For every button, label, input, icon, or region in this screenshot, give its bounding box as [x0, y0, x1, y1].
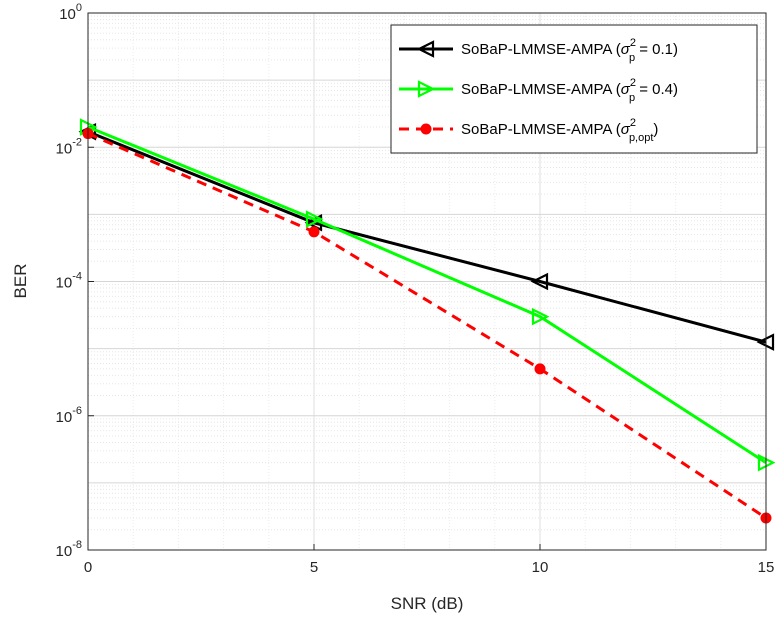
y-tick-label: 100 [59, 2, 82, 23]
legend-prefix: SoBaP-LMMSE-AMPA ( [461, 41, 621, 58]
data-point [308, 226, 320, 238]
y-tick-base: 10 [56, 543, 73, 560]
x-tick-label: 15 [758, 559, 775, 576]
x-tick-label: 10 [532, 559, 549, 576]
legend-sigma: σ [621, 81, 631, 98]
y-tick-exponent: 0 [76, 2, 82, 14]
series-line [87, 130, 767, 344]
y-tick-exponent: -2 [72, 136, 82, 148]
legend-suffix: = 0.1) [635, 41, 678, 58]
data-point [534, 363, 546, 375]
legend-marker [416, 40, 435, 58]
y-tick-label: 10-6 [56, 405, 82, 426]
legend-label: SoBaP-LMMSE-AMPA (σ2 p = 0.4) [461, 77, 678, 104]
y-tick-exponent: -4 [72, 271, 82, 283]
series-layer [78, 118, 776, 524]
legend-label: SoBaP-LMMSE-AMPA (σ2 p,opt) [461, 117, 658, 144]
x-tick-label: 0 [84, 559, 92, 576]
legend-prefix: SoBaP-LMMSE-AMPA ( [461, 81, 621, 98]
data-point [530, 272, 549, 291]
y-tick-exponent: -6 [72, 405, 82, 417]
legend-marker [420, 123, 432, 135]
y-tick-base: 10 [56, 275, 73, 292]
y-tick-label: 10-8 [56, 539, 82, 560]
y-tick-base: 10 [56, 409, 73, 426]
legend-marker [417, 80, 436, 98]
legend-suffix: ) [653, 121, 658, 138]
y-tick-base: 10 [56, 140, 73, 157]
legend-label: SoBaP-LMMSE-AMPA (σ2 p = 0.1) [461, 37, 678, 64]
legend-sub: p,opt [629, 132, 653, 144]
legend-prefix: SoBaP-LMMSE-AMPA ( [461, 121, 621, 138]
x-axis-label: SNR (dB) [391, 594, 464, 613]
y-tick-exponent: -8 [72, 539, 82, 551]
legend-sup: 2 [630, 117, 636, 129]
legend-sigma: σ [621, 121, 631, 138]
legend-item: SoBaP-LMMSE-AMPA (σ2 p,opt) [399, 117, 658, 144]
data-point [531, 307, 550, 326]
y-axis-label: BER [11, 264, 30, 299]
legend-sub: p [629, 52, 635, 64]
data-point [305, 210, 324, 228]
y-tick-label: 10-4 [56, 271, 82, 292]
legend-sup: 2 [630, 77, 636, 89]
legend-item: SoBaP-LMMSE-AMPA (σ2 p = 0.4) [399, 77, 678, 104]
series-line [87, 125, 767, 464]
legend-sup: 2 [630, 37, 636, 49]
series-line [87, 132, 767, 520]
legend-suffix: = 0.4) [635, 81, 678, 98]
legend: SoBaP-LMMSE-AMPA (σ2 p = 0.1)SoBaP-LMMSE-… [390, 24, 758, 154]
series-3 [82, 128, 772, 524]
x-tick-label: 5 [310, 559, 318, 576]
legend-item: SoBaP-LMMSE-AMPA (σ2 p = 0.1) [399, 37, 678, 64]
legend-sub: p [629, 92, 635, 104]
legend-sigma: σ [621, 41, 631, 58]
y-tick-label: 10-2 [56, 136, 82, 157]
y-tick-base: 10 [59, 6, 76, 23]
